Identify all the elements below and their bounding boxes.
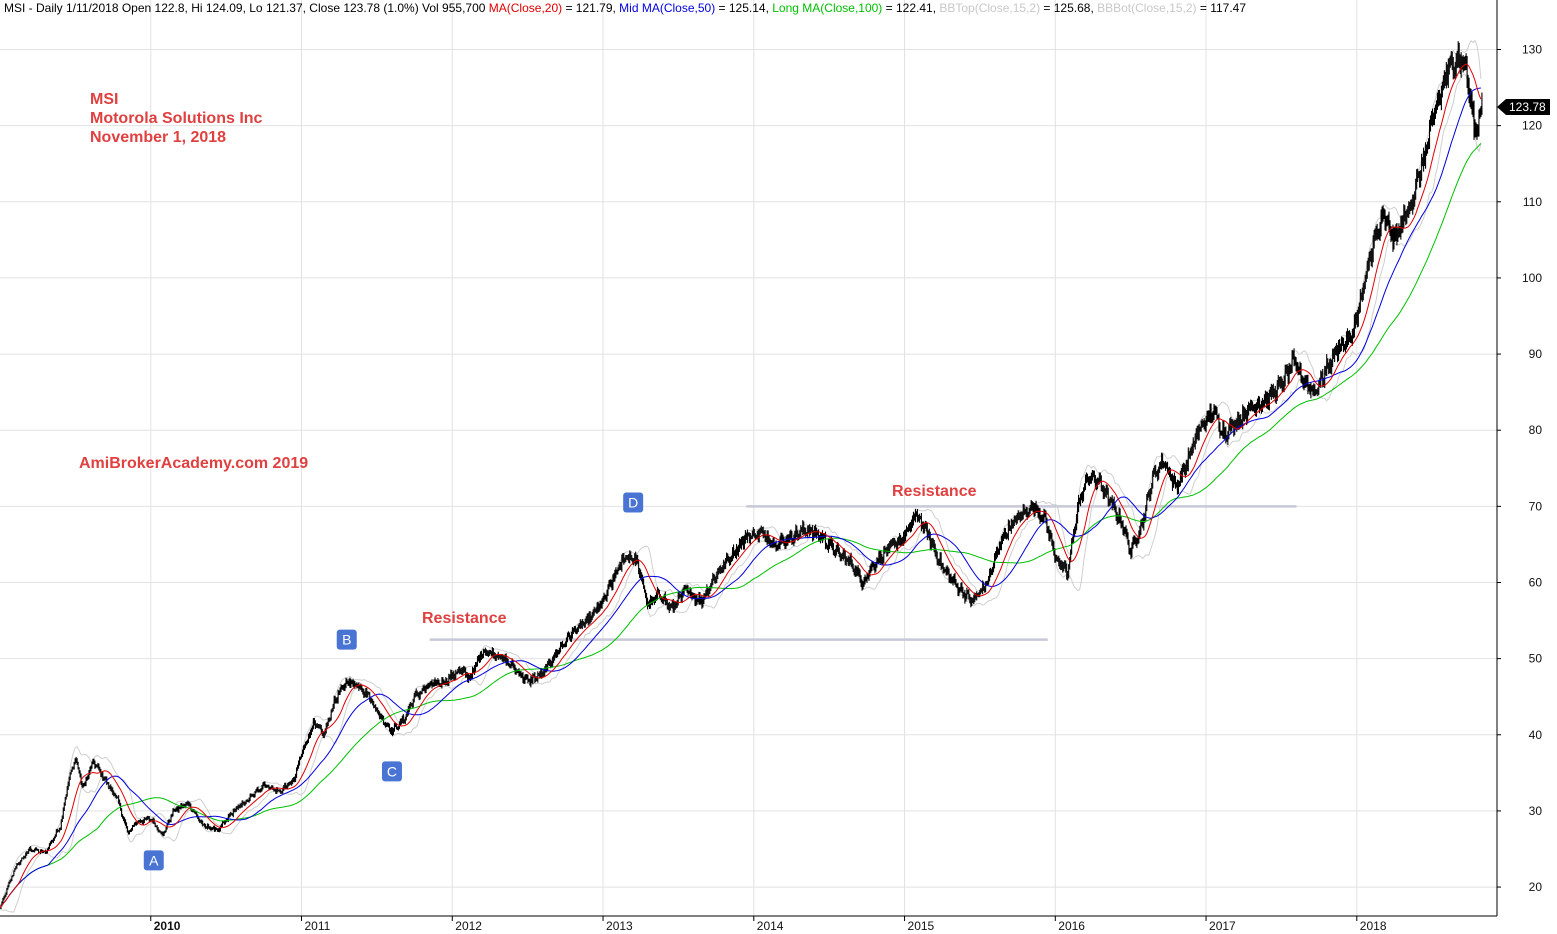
wave-marker-b: B [336,629,357,650]
tick-label-y-20: 20 [1529,880,1543,894]
tick-label-x-2012: 2012 [455,919,482,933]
last-price-value: 123.78 [1509,100,1546,114]
ma-short-20 [0,63,1482,909]
x-axis-ticks: 2010 2011 2012 2013 2014 2015 2016 2017 2018 [150,916,1387,933]
chart-header: MSI - Daily 1/11/2018 Open 122.8, Hi 124… [4,1,1246,15]
axes [0,0,1498,917]
tick-label-x-2015: 2015 [908,919,935,933]
header-segment-7: BBTop(Close,15,2) [939,1,1040,15]
header-segment-5: Long MA(Close,100) [772,1,882,15]
wave-box [381,761,402,782]
wave-box [336,629,357,650]
company-label: Motorola Solutions Inc [90,110,263,127]
wave-label: C [387,763,397,779]
y-axis-ticks: 20 30 40 50 60 70 80 90 100 110 120 130 [1497,42,1542,894]
tick-label-y-90: 90 [1529,347,1543,361]
header-segment-10: = 117.47 [1197,1,1247,15]
header-segment-1: MA(Close,20) [489,1,562,15]
wave-label: D [628,495,638,511]
tick-label-y-40: 40 [1529,728,1543,742]
resistance-label-2: Resistance [892,483,977,500]
header-segment-8: = 125.68, [1040,1,1097,15]
wave-marker-a: A [143,850,164,871]
wave-label: B [342,632,351,648]
tick-label-y-100: 100 [1522,271,1542,285]
moving-averages [0,63,1482,909]
header-segment-6: = 122.41, [882,1,939,15]
bollinger-bottom [0,73,1482,913]
wave-label: A [149,852,159,868]
header-segment-9: BBBot(Close,15,2) [1097,1,1196,15]
header-segment-3: Mid MA(Close,50) [619,1,715,15]
wave-markers: A B C D [143,492,644,871]
header-line: MSI - Daily 1/11/2018 Open 122.8, Hi 124… [4,1,1246,15]
ma-long-100 [0,143,1482,909]
resistance-label-1: Resistance [422,610,507,627]
tick-label-y-70: 70 [1529,499,1543,513]
bollinger-bands [0,39,1482,913]
tick-label-x-2013: 2013 [606,919,633,933]
date-label: November 1, 2018 [90,129,226,146]
ticker-label: MSI [90,91,118,108]
last-price-tag: 123.78 [1497,99,1550,115]
tick-label-x-2011: 2011 [305,919,331,933]
bollinger-top [0,39,1482,909]
wave-box [623,492,644,513]
tick-label-y-130: 130 [1522,42,1542,56]
tick-label-x-2018: 2018 [1360,919,1387,933]
tick-label-y-120: 120 [1522,119,1542,133]
watermark-label: AmiBrokerAcademy.com 2019 [79,455,308,472]
header-segment-4: = 125.14, [715,1,772,15]
tick-label-x-2016: 2016 [1058,919,1085,933]
tick-label-x-2010: 2010 [154,919,181,933]
header-segment-0: MSI - Daily 1/11/2018 Open 122.8, Hi 124… [4,1,489,15]
tick-label-x-2017: 2017 [1209,919,1236,933]
tick-label-y-50: 50 [1529,652,1543,666]
price-bars [0,41,1483,910]
resistance-lines [429,505,1297,641]
wave-marker-c: C [381,761,402,782]
tick-label-y-110: 110 [1523,195,1542,209]
wave-marker-d: D [623,492,644,513]
tick-label-y-30: 30 [1529,804,1543,818]
ma-mid-50 [0,87,1481,909]
tick-label-y-80: 80 [1529,423,1543,437]
header-segment-2: = 121.79, [562,1,619,15]
tick-label-x-2014: 2014 [757,919,784,933]
tick-label-y-60: 60 [1529,575,1543,589]
wave-box [143,850,164,871]
